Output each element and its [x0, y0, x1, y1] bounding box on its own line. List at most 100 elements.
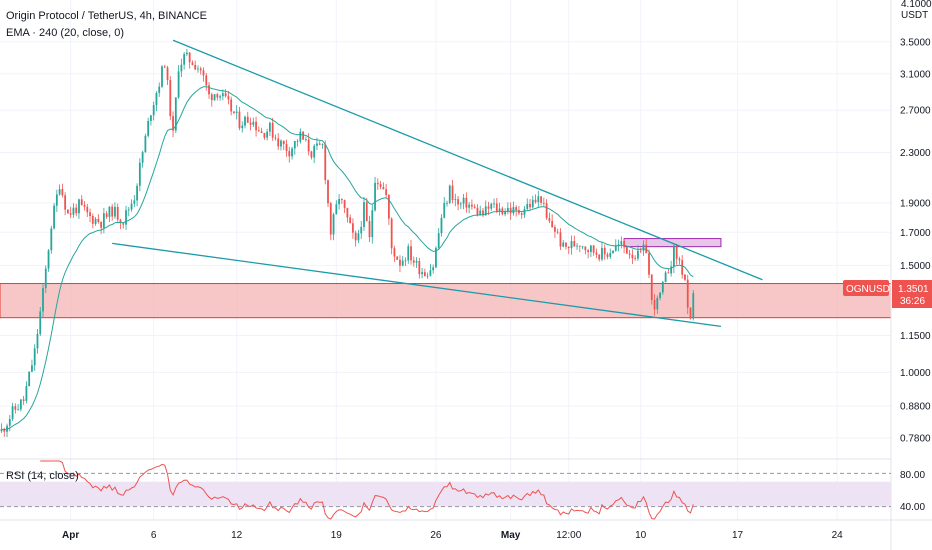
candle-body — [537, 196, 540, 203]
candle-body — [19, 399, 22, 410]
candle-body — [673, 245, 675, 267]
candle-body — [343, 200, 346, 209]
candle-body — [376, 182, 379, 185]
candle-body — [437, 233, 440, 248]
candle-body — [592, 245, 595, 253]
candle-body — [587, 250, 590, 253]
candle-body — [147, 121, 150, 136]
candle-body — [100, 221, 103, 228]
candle-body — [584, 246, 587, 251]
candle-body — [404, 260, 407, 262]
candle-body — [554, 227, 556, 232]
candle-body — [202, 70, 205, 76]
candle-body — [415, 261, 418, 263]
candle-body — [249, 122, 252, 125]
price-tick-label: 3.5000 — [900, 37, 931, 48]
candle-body — [589, 245, 592, 253]
candle-body — [230, 99, 233, 112]
candle-body — [282, 140, 285, 144]
candle-body — [667, 272, 670, 274]
candle-body — [382, 186, 385, 190]
candle-body — [340, 199, 343, 201]
symbol-tag-bg — [843, 280, 889, 296]
candle-body — [227, 96, 230, 100]
candle-body — [127, 209, 130, 211]
candle-body — [446, 202, 448, 204]
candle-body — [338, 199, 340, 205]
candle-body — [462, 197, 465, 204]
candle-body — [509, 207, 512, 214]
support-zone — [0, 283, 892, 319]
candle-body — [570, 241, 573, 249]
candle-body — [116, 206, 119, 220]
candle-body — [498, 208, 501, 212]
candle-body — [188, 52, 191, 63]
upper-trendline[interactable] — [172, 39, 763, 281]
candle-body — [639, 250, 642, 252]
candle-body — [130, 203, 133, 210]
candle-body — [540, 196, 542, 203]
candle-body — [457, 199, 459, 205]
candle-body — [246, 116, 249, 123]
candle-body — [487, 206, 490, 209]
candle-body — [47, 250, 50, 269]
candle-body — [119, 219, 122, 224]
price-tick-label: 0.8800 — [900, 402, 931, 413]
candles — [0, 48, 695, 438]
rsi-band — [0, 481, 891, 507]
time-tick-label: 24 — [832, 530, 844, 541]
candle-body — [548, 218, 551, 221]
candle-body — [363, 202, 365, 227]
candle-body — [307, 139, 310, 152]
candle-body — [277, 138, 280, 147]
time-tick-label: 12:00 — [556, 530, 581, 541]
candle-body — [360, 226, 363, 234]
candle-body — [141, 152, 144, 163]
candle-body — [304, 139, 307, 141]
candle-body — [435, 247, 437, 268]
candle-body — [191, 62, 194, 65]
candle-body — [628, 253, 631, 255]
candle-body — [357, 233, 360, 241]
time-axis[interactable]: Apr 6 12 19 26 May 12:00 10 17 24 — [62, 530, 843, 541]
price-tick-label: 2.7000 — [900, 106, 931, 117]
candle-body — [678, 258, 681, 261]
candle-body — [504, 211, 507, 215]
candle-body — [595, 252, 598, 255]
candle-body — [158, 86, 161, 93]
candle-body — [576, 245, 578, 247]
price-axis-top-label: 4.1000 — [901, 0, 932, 10]
candle-body — [642, 244, 645, 251]
candle-body — [573, 241, 576, 247]
rsi-pane: RSI (14, close) 80.00 40.00 — [0, 460, 925, 520]
candle-body — [122, 223, 125, 225]
candle-body — [465, 197, 468, 208]
candle-body — [432, 267, 435, 271]
candle-body — [75, 207, 78, 214]
candle-body — [64, 195, 67, 210]
candle-body — [224, 93, 227, 97]
lower-trendline[interactable] — [112, 242, 722, 328]
candle-body — [0, 429, 3, 432]
candle-body — [686, 279, 689, 308]
main-pane-grid — [0, 0, 891, 520]
candle-body — [598, 254, 601, 260]
candle-body — [238, 111, 241, 129]
price-axis[interactable]: 4.1000 USDT 3.5000 3.1000 2.7000 2.3000 1.90… — [900, 0, 932, 444]
candle-body — [150, 115, 152, 122]
candle-body — [567, 246, 570, 249]
candle-body — [443, 203, 446, 218]
rsi-label: RSI (14, close) — [6, 470, 79, 482]
candle-body — [293, 140, 296, 149]
candle-body — [601, 247, 603, 260]
candle-body — [61, 189, 64, 196]
candle-body — [72, 207, 75, 215]
candle-body — [266, 131, 269, 138]
candle-body — [97, 218, 100, 222]
last-price-tag: OGNUSDT 1.3501 36:26 — [843, 280, 932, 308]
candle-body — [401, 260, 404, 266]
candle-body — [354, 232, 357, 241]
time-tick-label: 10 — [635, 530, 647, 541]
candle-body — [692, 293, 695, 319]
